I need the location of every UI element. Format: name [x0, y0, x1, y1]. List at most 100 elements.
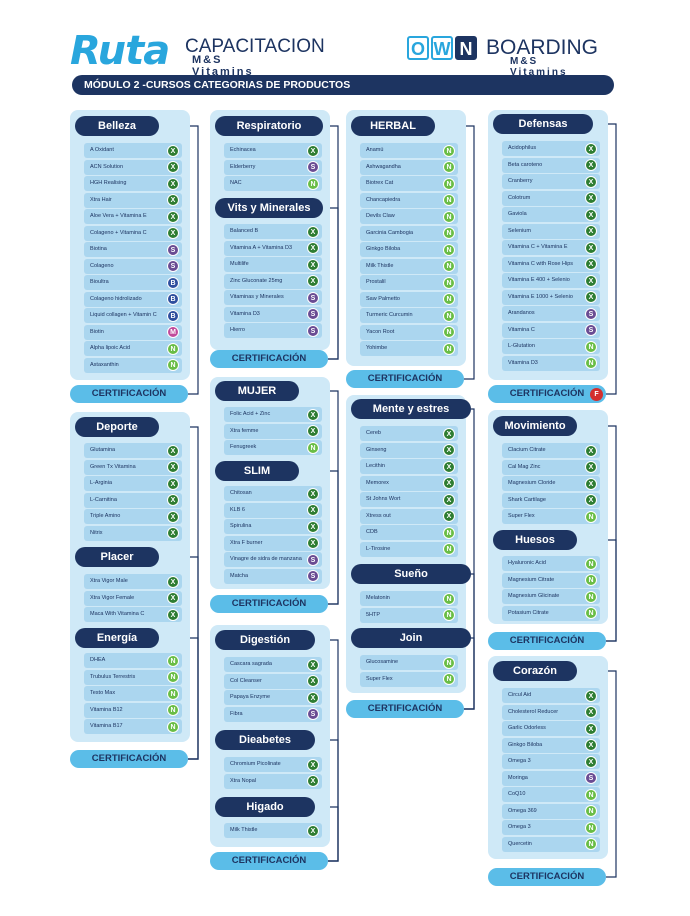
product-item[interactable]: Devils Claw N: [360, 209, 458, 224]
product-item[interactable]: Biotin M: [84, 324, 182, 340]
product-item[interactable]: Vitamina A + Vitamina D3 X: [224, 240, 322, 256]
product-item[interactable]: Triple Amino X: [84, 509, 182, 524]
product-item[interactable]: Nitrix X: [84, 525, 182, 541]
certification-button[interactable]: CERTIFICACIÓN: [70, 750, 188, 768]
product-item[interactable]: Colageno + Vitamina C X: [84, 225, 182, 241]
product-item[interactable]: Milk Thistle X: [224, 823, 322, 838]
product-item[interactable]: Chromium Picolinate X: [224, 757, 322, 772]
product-item[interactable]: Xtra Vigor Female X: [84, 590, 182, 606]
certification-button[interactable]: CERTIFICACIÓN: [210, 595, 328, 613]
product-item[interactable]: Xtra Nopal X: [224, 773, 322, 789]
product-item[interactable]: Colageno S: [84, 258, 182, 274]
product-item[interactable]: Clacium Citrate X: [502, 443, 600, 458]
product-item[interactable]: Magnesium Glicinate N: [502, 589, 600, 604]
product-item[interactable]: Fenugreek N: [224, 440, 322, 455]
product-item[interactable]: Super Flex N: [360, 671, 458, 687]
product-item[interactable]: Hierro S: [224, 323, 322, 338]
product-item[interactable]: Vinagre de sidra de manzana S: [224, 552, 322, 567]
product-item[interactable]: Potasium Citrate N: [502, 605, 600, 621]
product-item[interactable]: Omega 3 N: [502, 820, 600, 835]
product-item[interactable]: Omega 369 N: [502, 803, 600, 819]
product-item[interactable]: Alpha lipoic Acid N: [84, 341, 182, 356]
product-item[interactable]: Melatonin N: [360, 591, 458, 606]
product-item[interactable]: Spirulina X: [224, 519, 322, 534]
product-item[interactable]: Cranberry X: [502, 174, 600, 189]
product-item[interactable]: Yacon Root N: [360, 324, 458, 340]
product-item[interactable]: Cascara sagrada X: [224, 657, 322, 672]
product-item[interactable]: Xtress out X: [360, 508, 458, 524]
product-item[interactable]: Garlic Odorless X: [502, 721, 600, 736]
product-item[interactable]: Vitamina C + Vitamina E X: [502, 240, 600, 255]
product-item[interactable]: Astaxanthin N: [84, 357, 182, 373]
product-item[interactable]: Beta caroteno X: [502, 157, 600, 173]
product-item[interactable]: Moringa S: [502, 770, 600, 786]
certification-button[interactable]: CERTIFICACIÓN: [488, 632, 606, 650]
product-item[interactable]: Arandanos S: [502, 306, 600, 321]
product-item[interactable]: Lecithin X: [360, 459, 458, 474]
product-item[interactable]: Testo Max N: [84, 686, 182, 701]
product-item[interactable]: NAC N: [224, 176, 322, 191]
product-item[interactable]: Chancapiedra N: [360, 192, 458, 208]
product-item[interactable]: Colageno hidrolizado B: [84, 291, 182, 307]
product-item[interactable]: Xtra femme X: [224, 423, 322, 439]
certification-button[interactable]: CERTIFICACIÓN: [488, 385, 606, 403]
product-item[interactable]: Cal Mag Zinc X: [502, 459, 600, 475]
product-item[interactable]: Cereb X: [360, 426, 458, 441]
product-item[interactable]: ACN Solution X: [84, 159, 182, 175]
certification-button[interactable]: CERTIFICACIÓN: [346, 370, 464, 388]
product-item[interactable]: Ginseng X: [360, 442, 458, 458]
product-item[interactable]: Elderberry S: [224, 159, 322, 175]
product-item[interactable]: Liquid collagen + Vitamin C B: [84, 308, 182, 323]
product-item[interactable]: Circul Aid X: [502, 688, 600, 703]
product-item[interactable]: Magnesium Cloride X: [502, 476, 600, 491]
certification-button[interactable]: CERTIFICACIÓN: [70, 385, 188, 403]
product-item[interactable]: Prostalil N: [360, 275, 458, 290]
product-item[interactable]: Vitamina E 400 + Selenio X: [502, 273, 600, 288]
product-item[interactable]: Green Tx Vitamina X: [84, 459, 182, 475]
product-item[interactable]: Trubulus Terrestris N: [84, 669, 182, 685]
product-item[interactable]: Super Flex N: [502, 509, 600, 524]
product-item[interactable]: L-Arginia X: [84, 476, 182, 491]
product-item[interactable]: Milk Thistle N: [360, 258, 458, 274]
product-item[interactable]: Yohimbe N: [360, 341, 458, 356]
product-item[interactable]: Xtra Vigor Male X: [84, 574, 182, 589]
product-item[interactable]: Col Cleanser X: [224, 673, 322, 689]
product-item[interactable]: 5HTP N: [360, 607, 458, 623]
product-item[interactable]: Hyaluronic Acid N: [502, 556, 600, 571]
certification-button[interactable]: CERTIFICACIÓN: [210, 852, 328, 870]
certification-button[interactable]: CERTIFICACIÓN: [488, 868, 606, 886]
product-item[interactable]: St Johns Wort X: [360, 492, 458, 507]
product-item[interactable]: Glutamina X: [84, 443, 182, 458]
product-item[interactable]: Maca With Vitamina C X: [84, 607, 182, 622]
product-item[interactable]: Fibra S: [224, 706, 322, 722]
product-item[interactable]: Xtra Hair X: [84, 192, 182, 208]
product-item[interactable]: L-Glutation N: [502, 339, 600, 354]
product-item[interactable]: DHEA N: [84, 653, 182, 668]
product-item[interactable]: Vitamina B17 N: [84, 719, 182, 734]
product-item[interactable]: HGH Realising X: [84, 176, 182, 191]
product-item[interactable]: Zinc Gluconate 25mg X: [224, 273, 322, 289]
product-item[interactable]: Vitamina B12 N: [84, 702, 182, 718]
product-item[interactable]: Saw Palmetto N: [360, 291, 458, 307]
product-item[interactable]: Vitamina C with Rose Hips X: [502, 256, 600, 272]
product-item[interactable]: Memorex X: [360, 475, 458, 491]
product-item[interactable]: Turmeric Curcumin N: [360, 308, 458, 323]
product-item[interactable]: Balanced B X: [224, 224, 322, 239]
product-item[interactable]: Chitosan X: [224, 486, 322, 501]
certification-button[interactable]: CERTIFICACIÓN: [346, 700, 464, 718]
product-item[interactable]: Vitamina E 1000 + Selenio X: [502, 289, 600, 305]
product-item[interactable]: Ginkgo Biloba N: [360, 242, 458, 257]
product-item[interactable]: Ginkgo Biloba X: [502, 737, 600, 753]
product-item[interactable]: Biotrex Cat N: [360, 176, 458, 191]
product-item[interactable]: Echinacea X: [224, 143, 322, 158]
product-item[interactable]: Aloe Vera + Vitamina E X: [84, 209, 182, 224]
product-item[interactable]: CoQ10 N: [502, 787, 600, 802]
product-item[interactable]: Bioultra B: [84, 275, 182, 290]
product-item[interactable]: Garcinia Cambogia N: [360, 225, 458, 241]
product-item[interactable]: Quercetin N: [502, 836, 600, 852]
product-item[interactable]: Selenium X: [502, 223, 600, 239]
product-item[interactable]: Glucosamine N: [360, 655, 458, 670]
product-item[interactable]: Anamú N: [360, 143, 458, 158]
product-item[interactable]: L-Carnitina X: [84, 492, 182, 508]
product-item[interactable]: Folic Acid + Zinc X: [224, 407, 322, 422]
